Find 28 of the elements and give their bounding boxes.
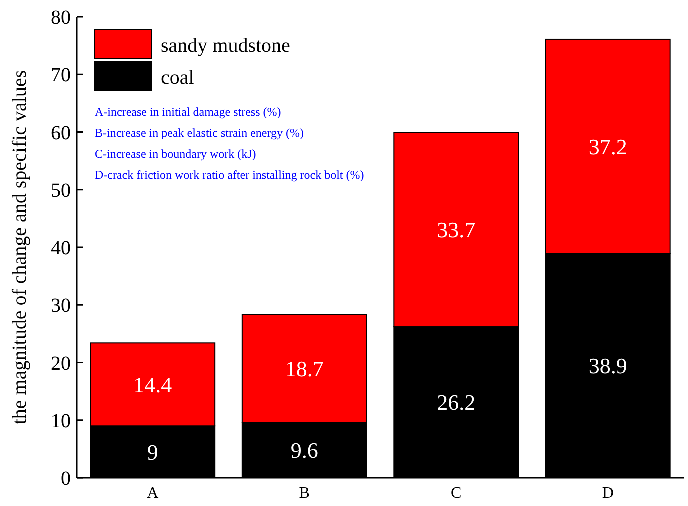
data-label: 38.9	[588, 354, 628, 379]
data-label: 33.7	[437, 218, 476, 243]
y-tick-label: 80	[51, 7, 71, 29]
y-tick-label: 0	[61, 468, 71, 490]
x-tick-label: D	[602, 485, 614, 502]
x-tick-label: C	[451, 485, 462, 502]
data-label: 14.4	[134, 372, 172, 398]
y-tick-label: 60	[51, 122, 71, 144]
data-label: 37.2	[588, 134, 628, 160]
y-axis-title: the magnitude of change and specific values	[9, 70, 31, 425]
x-tick-label: B	[299, 485, 310, 502]
x-tick-label: A	[147, 485, 160, 502]
y-tick-label: 70	[51, 64, 71, 87]
data-label: 26.2	[437, 390, 476, 416]
data-label: 18.7	[285, 356, 324, 382]
y-tick-label: 40	[51, 238, 71, 260]
y-tick-label: 50	[51, 180, 71, 202]
legend-label: coal	[161, 67, 195, 89]
annotation: B-increase in peak elastic strain energy (%)	[95, 126, 304, 140]
annotation: C-increase in boundary work (kJ)	[95, 147, 256, 161]
data-label: 9	[147, 440, 158, 465]
data-label: 9.6	[290, 438, 318, 464]
annotation: A-increase in initial damage stress (%)	[95, 105, 282, 119]
y-tick-label: 30	[51, 295, 71, 318]
legend-label: sandy mudstone	[161, 35, 291, 57]
y-tick-label: 10	[51, 410, 71, 432]
y-tick-label: 20	[51, 352, 71, 375]
annotation: D-crack friction work ratio after installing rock bolt (%)	[95, 168, 364, 182]
